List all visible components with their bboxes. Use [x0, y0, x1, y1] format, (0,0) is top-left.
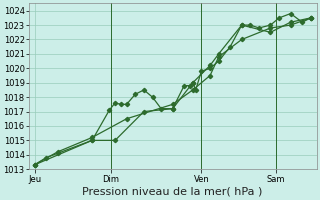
X-axis label: Pression niveau de la mer( hPa ): Pression niveau de la mer( hPa ) [83, 187, 263, 197]
